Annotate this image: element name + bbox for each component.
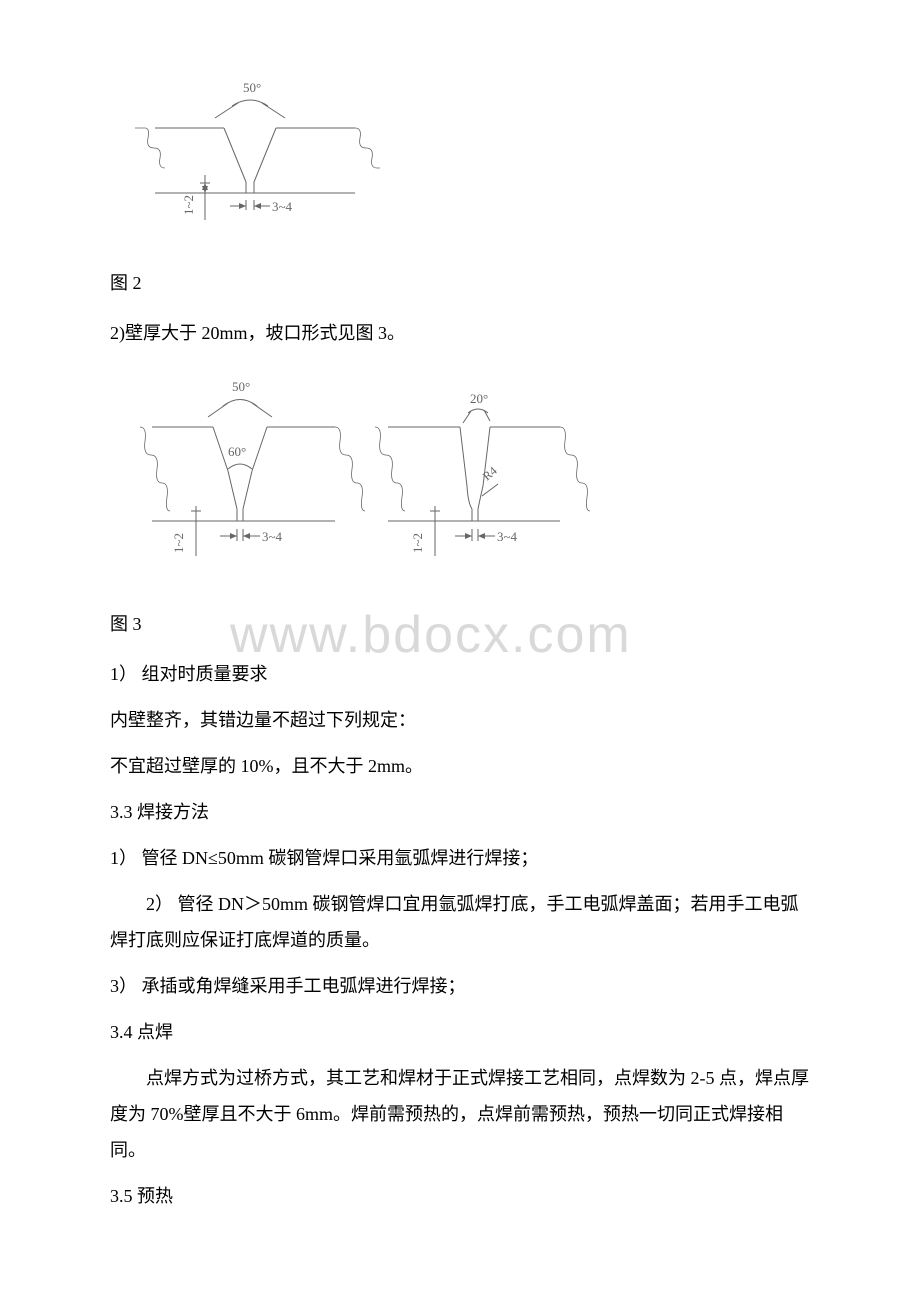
paragraph-6: 1） 管径 DN≤50mm 碳钢管焊口采用氩弧焊进行焊接； [110, 840, 810, 876]
page-content: 50° [110, 80, 810, 1214]
paragraph-9: 3.4 点焊 [110, 1014, 810, 1050]
paragraph-1: 2)壁厚大于 20mm，坡口形式见图 3。 [110, 315, 810, 351]
svg-text:1~2: 1~2 [410, 533, 425, 553]
svg-text:20°: 20° [470, 391, 488, 406]
gap-dim-label: 3~4 [272, 199, 293, 214]
paragraph-10: 点焊方式为过桥方式，其工艺和焊材于正式焊接工艺相同，点焊数为 2-5 点，焊点厚… [110, 1060, 810, 1168]
svg-text:60°: 60° [228, 444, 246, 459]
svg-text:50°: 50° [232, 381, 250, 394]
paragraph-7: 2） 管径 DN＞50mm 碳钢管焊口宜用氩弧焊打底，手工电弧焊盖面；若用手工电… [110, 886, 810, 958]
paragraph-2: 1） 组对时质量要求 [110, 656, 810, 692]
svg-text:3~4: 3~4 [262, 529, 283, 544]
paragraph-8: 3） 承插或角焊缝采用手工电弧焊进行焊接； [110, 968, 810, 1004]
figure-3-label: 图 3 [110, 606, 810, 642]
left-dim-label: 1~2 [181, 195, 196, 215]
paragraph-11: 3.5 预热 [110, 1178, 810, 1214]
figure-2-diagram: 50° [110, 80, 810, 245]
angle-50-label: 50° [243, 80, 261, 95]
paragraph-4: 不宜超过壁厚的 10%，且不大于 2mm。 [110, 748, 810, 784]
figure-2-label: 图 2 [110, 265, 810, 301]
svg-text:R4: R4 [480, 464, 500, 484]
paragraph-3: 内壁整齐，其错边量不超过下列规定： [110, 702, 810, 738]
svg-text:3~4: 3~4 [497, 529, 518, 544]
svg-text:1~2: 1~2 [171, 533, 186, 553]
paragraph-5: 3.3 焊接方法 [110, 794, 810, 830]
figure-3-diagram: 50° 60° [110, 381, 810, 586]
